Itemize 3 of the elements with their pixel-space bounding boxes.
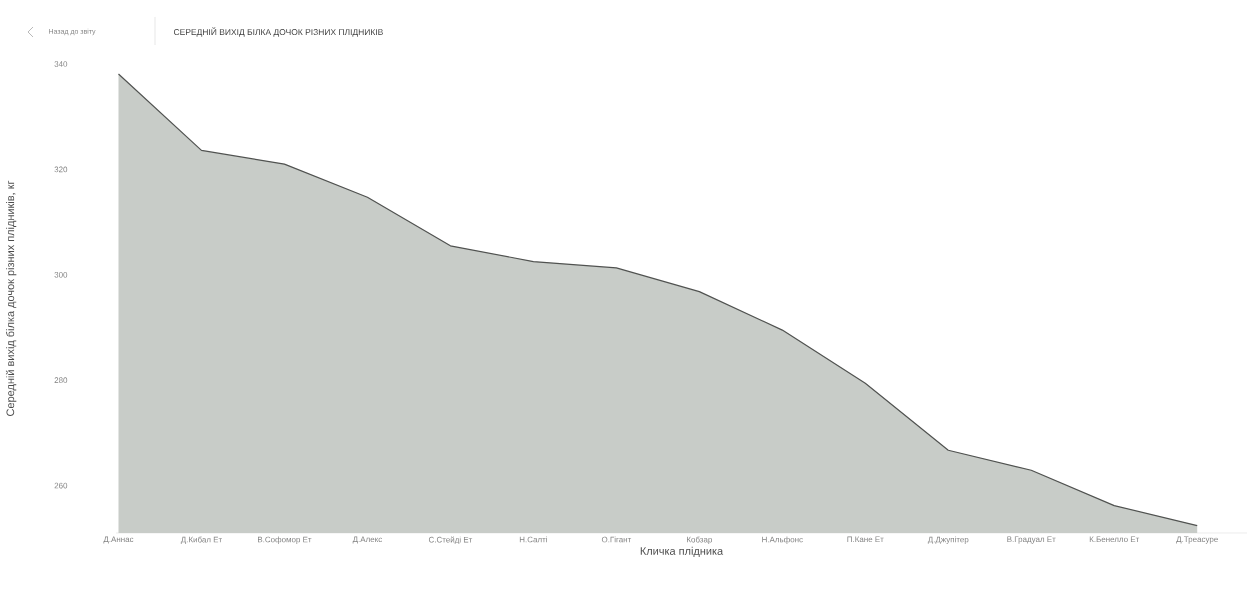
- x-axis-title: Кличка плідника: [640, 546, 724, 557]
- chart-title: СЕРЕДНІЙ ВИХІД БІЛКА ДОЧОК РІЗНИХ ПЛІДНИКІВ: [173, 27, 383, 37]
- y-axis-title: Середній вихід білка дочок різних плідників, кг: [5, 180, 17, 416]
